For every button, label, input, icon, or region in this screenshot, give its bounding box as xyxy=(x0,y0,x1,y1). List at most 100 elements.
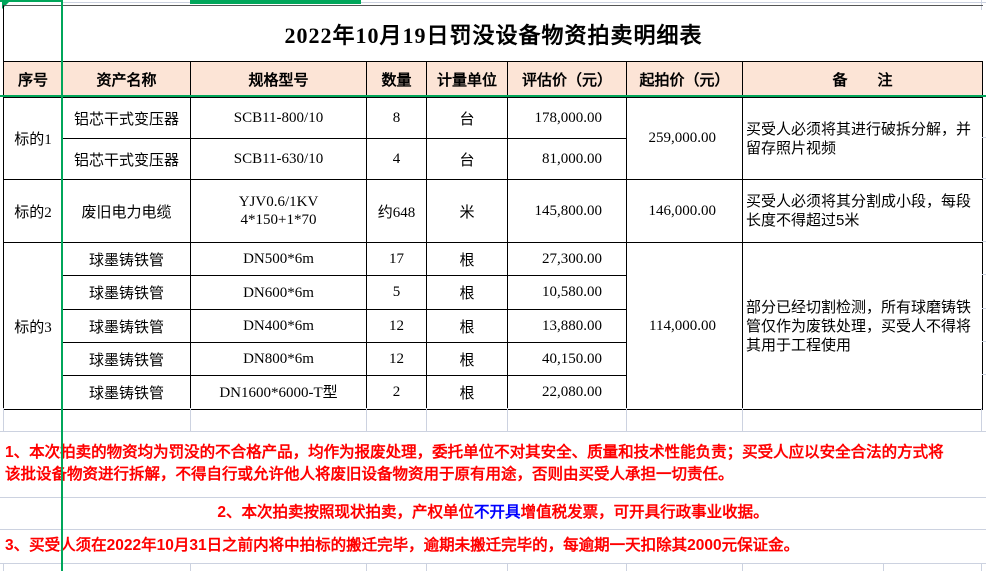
gridline xyxy=(366,563,367,571)
spec-cell[interactable]: DN800*6m xyxy=(190,342,367,376)
gridline xyxy=(426,563,427,571)
asset-name-cell[interactable]: 废旧电力电缆 xyxy=(62,179,191,243)
header-remark[interactable]: 备 注 xyxy=(742,61,983,98)
start-price-cell[interactable]: 146,000.00 xyxy=(626,179,743,243)
qty-cell[interactable]: 约648 xyxy=(366,179,427,243)
table-row: 标的1 铝芯干式变压器 SCB11-800/10 8 台 178,000.00 … xyxy=(3,97,983,180)
auction-note-1[interactable]: 1、本次拍卖的物资均为罚没的不合格产品，均作为报废处理，委托单位不对其安全、质量… xyxy=(5,431,981,497)
start-price-cell[interactable]: 259,000.00 xyxy=(626,97,743,180)
spec-cell[interactable]: SCB11-800/10 xyxy=(190,97,367,139)
gridline xyxy=(742,408,743,431)
header-unit[interactable]: 计量单位 xyxy=(426,61,508,98)
header-appraisal[interactable]: 评估价（元） xyxy=(507,61,627,98)
spec-cell[interactable]: SCB11-630/10 xyxy=(190,138,367,180)
top-gridline xyxy=(62,2,986,3)
unit-cell[interactable]: 根 xyxy=(426,375,508,410)
qty-cell[interactable]: 2 xyxy=(366,375,427,410)
qty-cell[interactable]: 8 xyxy=(366,97,427,139)
remark-cell[interactable]: 买受人必须将其进行破拆分解，并留存照片视频 xyxy=(742,97,983,180)
gridline xyxy=(3,563,4,571)
gridline xyxy=(507,408,508,431)
unit-cell[interactable]: 根 xyxy=(426,309,508,343)
unit-cell[interactable]: 台 xyxy=(426,138,508,180)
unit-cell[interactable]: 根 xyxy=(426,242,508,276)
asset-name-cell[interactable]: 球墨铸铁管 xyxy=(62,309,191,343)
asset-name-cell[interactable]: 铝芯干式变压器 xyxy=(62,138,191,180)
appraisal-cell[interactable]: 13,880.00 xyxy=(507,309,627,343)
spec-cell[interactable]: DN500*6m xyxy=(190,242,367,276)
print-area-header-bottom-line xyxy=(0,95,986,97)
gridline xyxy=(982,178,986,179)
auction-note-3[interactable]: 3、买受人须在2022年10月31日之前内将中拍标的搬迁完毕，逾期未搬迁完毕的，… xyxy=(5,529,981,563)
qty-cell[interactable]: 17 xyxy=(366,242,427,276)
gridline xyxy=(883,563,884,571)
table-row: 铝芯干式变压器 SCB11-630/10 4 台 81,000.00 xyxy=(4,138,983,180)
unit-cell[interactable]: 根 xyxy=(426,275,508,310)
asset-name-cell[interactable]: 球墨铸铁管 xyxy=(62,275,191,310)
spec-cell[interactable]: DN400*6m xyxy=(190,309,367,343)
gridline xyxy=(626,563,627,571)
spec-cell[interactable]: DN600*6m xyxy=(190,275,367,310)
appraisal-cell[interactable]: 81,000.00 xyxy=(507,138,627,180)
gridline xyxy=(0,563,986,564)
appraisal-cell[interactable]: 10,580.00 xyxy=(507,275,627,310)
note1-line1: 1、本次拍卖的物资均为罚没的不合格产品，均作为报废处理，委托单位不对其安全、质量… xyxy=(5,444,944,461)
appraisal-cell[interactable]: 22,080.00 xyxy=(507,375,627,410)
gridline xyxy=(3,408,4,431)
gridline xyxy=(0,431,986,432)
spec-cell[interactable]: DN1600*6000-T型 xyxy=(190,375,367,410)
gridline xyxy=(982,241,986,242)
qty-cell[interactable]: 4 xyxy=(366,138,427,180)
appraisal-cell[interactable]: 178,000.00 xyxy=(507,97,627,139)
note2-segment-blue: 不开具 xyxy=(474,504,521,521)
table-row: 标的2 废旧电力电缆 YJV0.6/1KV 4*150+1*70 约648 米 … xyxy=(3,179,983,243)
gridline xyxy=(507,563,508,571)
gridline xyxy=(982,341,986,342)
table-row: 球墨铸铁管 DN600*6m 5 根 10,580.00 xyxy=(4,275,983,310)
unit-cell[interactable]: 根 xyxy=(426,342,508,376)
unit-cell[interactable]: 米 xyxy=(426,179,508,243)
asset-name-cell[interactable]: 球墨铸铁管 xyxy=(62,375,191,410)
asset-name-cell[interactable]: 铝芯干式变压器 xyxy=(62,97,191,139)
table-row: 标的3 球墨铸铁管 DN500*6m 17 根 27,300.00 114,00… xyxy=(3,242,983,410)
qty-cell[interactable]: 5 xyxy=(366,275,427,310)
gridline xyxy=(981,408,982,431)
appraisal-cell[interactable]: 27,300.00 xyxy=(507,242,627,276)
header-asset[interactable]: 资产名称 xyxy=(62,61,191,98)
note1-line2: 该批设备物资进行拆解，不得自行或允许他人将废旧设备物资用于原有用途，否则由买受人… xyxy=(5,466,734,483)
table-row: 球墨铸铁管 DN1600*6000-T型 2 根 22,080.00 xyxy=(4,375,983,410)
asset-name-cell[interactable]: 球墨铸铁管 xyxy=(62,342,191,376)
print-area-top-line-left xyxy=(0,0,62,2)
lot-cell[interactable]: 标的2 xyxy=(3,179,63,243)
gridline xyxy=(0,497,986,498)
lot-cell[interactable]: 标的3 xyxy=(3,242,63,410)
header-qty[interactable]: 数量 xyxy=(366,61,427,98)
auction-note-2[interactable]: 2、本次拍卖按照现状拍卖，产权单位 不开具 增值税发票，可开具行政事业收据。 xyxy=(5,497,981,529)
remark-cell[interactable]: 部分已经切割检测，所有球磨铸铁管仅作为废铁处理，买受人不得将其用于工程使用 xyxy=(742,242,983,410)
gridline xyxy=(742,563,743,571)
unit-cell[interactable]: 台 xyxy=(426,97,508,139)
header-startprice[interactable]: 起拍价（元） xyxy=(626,61,743,98)
qty-cell[interactable]: 12 xyxy=(366,309,427,343)
appraisal-cell[interactable]: 145,800.00 xyxy=(507,179,627,243)
asset-name-cell[interactable]: 球墨铸铁管 xyxy=(62,242,191,276)
gridline xyxy=(626,408,627,431)
table-row: 球墨铸铁管 DN800*6m 12 根 40,150.00 xyxy=(4,342,983,376)
gridline xyxy=(426,408,427,431)
sheet-title[interactable]: 2022年10月19日罚没设备物资拍卖明细表 xyxy=(3,5,983,62)
header-spec[interactable]: 规格型号 xyxy=(190,61,367,98)
start-price-cell[interactable]: 114,000.00 xyxy=(626,242,743,410)
appraisal-cell[interactable]: 40,150.00 xyxy=(507,342,627,376)
header-seq[interactable]: 序号 xyxy=(3,61,63,98)
print-area-top-line-thick xyxy=(190,0,361,4)
lot-cell[interactable]: 标的1 xyxy=(3,97,63,180)
gridline xyxy=(366,408,367,431)
gridline xyxy=(982,374,986,375)
note2-segment-red2: 增值税发票，可开具行政事业收据。 xyxy=(520,504,769,521)
qty-cell[interactable]: 12 xyxy=(366,342,427,376)
gridline xyxy=(982,308,986,309)
gridline xyxy=(190,408,191,431)
remark-cell[interactable]: 买受人必须将其分割成小段，每段长度不得超过5米 xyxy=(742,179,983,243)
spec-cell[interactable]: YJV0.6/1KV 4*150+1*70 xyxy=(190,179,367,243)
